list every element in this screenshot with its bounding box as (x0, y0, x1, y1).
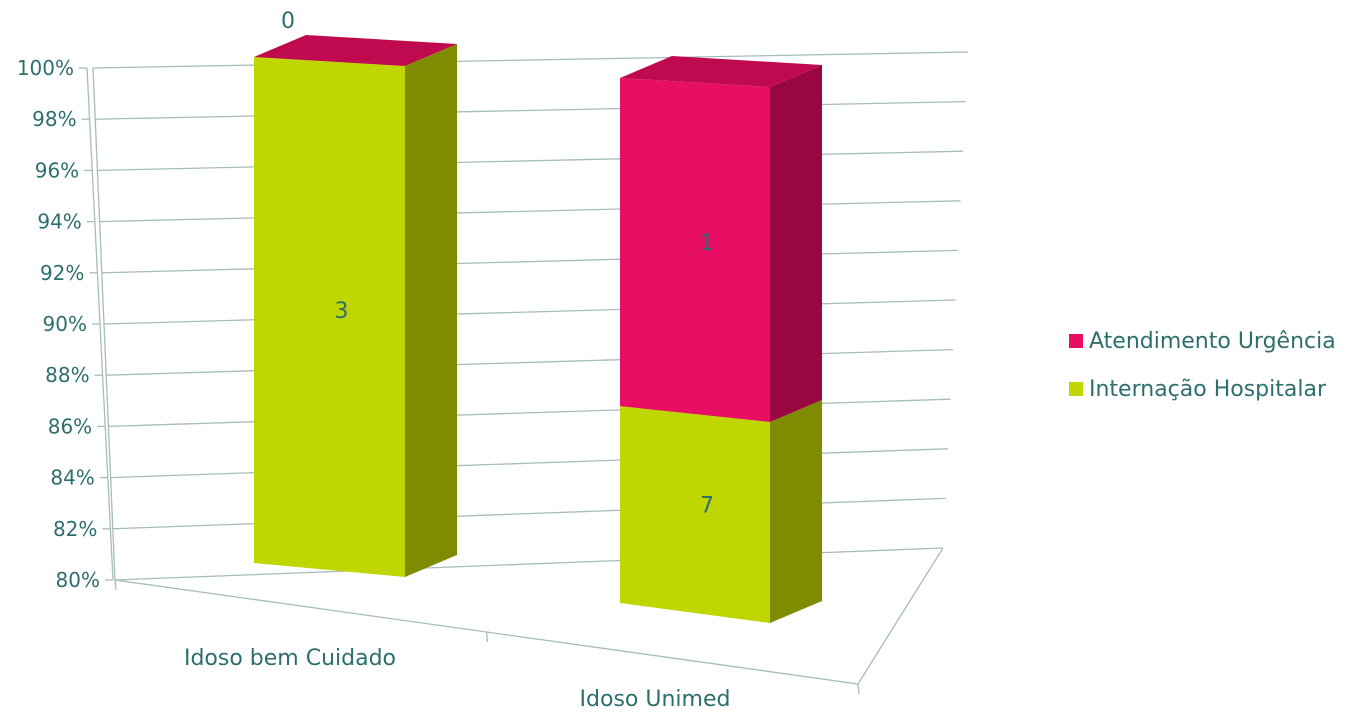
y-tick-label: 98% (32, 107, 76, 131)
x-tick-mark (857, 683, 860, 695)
gridline (101, 249, 959, 274)
data-label: 0 (281, 9, 295, 34)
x-category-label: Idoso bem Cuidado (184, 646, 396, 671)
data-label: 7 (700, 494, 714, 519)
gridline (97, 150, 964, 172)
labels: 3 0 Idoso bem Cuidado 7 1 Idoso Unimed (184, 9, 731, 712)
legend-label: Atendimento Urgência (1089, 329, 1336, 354)
bar-segment-side (770, 400, 822, 623)
y-tick-label: 88% (45, 363, 89, 387)
legend: Atendimento Urgência Internação Hospitala… (1069, 329, 1336, 402)
axes: 80% 82% 84% 86% 88% 90% 92% 94% 96% 98% 100% (17, 56, 944, 695)
x-tick-mark (114, 579, 117, 591)
gridline (106, 348, 954, 376)
bar-cap-top (254, 35, 457, 66)
x-category-label: Idoso Unimed (580, 687, 731, 710)
bar-segment-side (405, 44, 457, 577)
bar-segment-top (620, 56, 822, 87)
bar-group (620, 56, 822, 623)
y-tick-label: 90% (43, 312, 87, 336)
data-label: 3 (335, 299, 349, 324)
y-tick-label: 82% (53, 517, 97, 541)
y-axis-back-line (92, 67, 116, 581)
bar-segment-front (254, 57, 405, 577)
legend-item: Internação Hospitalar (1069, 377, 1327, 402)
y-tick-label: 100% (17, 56, 74, 80)
gridline (99, 200, 961, 223)
y-tick-label: 96% (35, 158, 79, 182)
gridline (95, 100, 966, 120)
gridline (108, 398, 951, 428)
y-tick-label: 86% (48, 414, 92, 438)
data-label: 1 (700, 231, 714, 256)
legend-item: Atendimento Urgência (1069, 329, 1336, 354)
x-tick-mark (485, 631, 489, 643)
gridline (103, 299, 956, 325)
gridline (92, 51, 969, 69)
bar-group (254, 35, 457, 577)
y-tick-label: 92% (40, 261, 84, 285)
legend-label: Internação Hospitalar (1089, 377, 1327, 402)
legend-swatch (1069, 382, 1083, 396)
bar-segment-front (620, 78, 770, 422)
bars (254, 35, 822, 623)
gridline (110, 448, 949, 479)
y-tick-label: 80% (56, 568, 100, 592)
y-tick-label: 84% (50, 466, 94, 490)
legend-swatch (1069, 334, 1083, 348)
gridlines (92, 51, 969, 581)
bar-segment-side (770, 65, 822, 422)
y-tick-label: 94% (37, 210, 81, 234)
bar-segment-front (620, 406, 770, 623)
